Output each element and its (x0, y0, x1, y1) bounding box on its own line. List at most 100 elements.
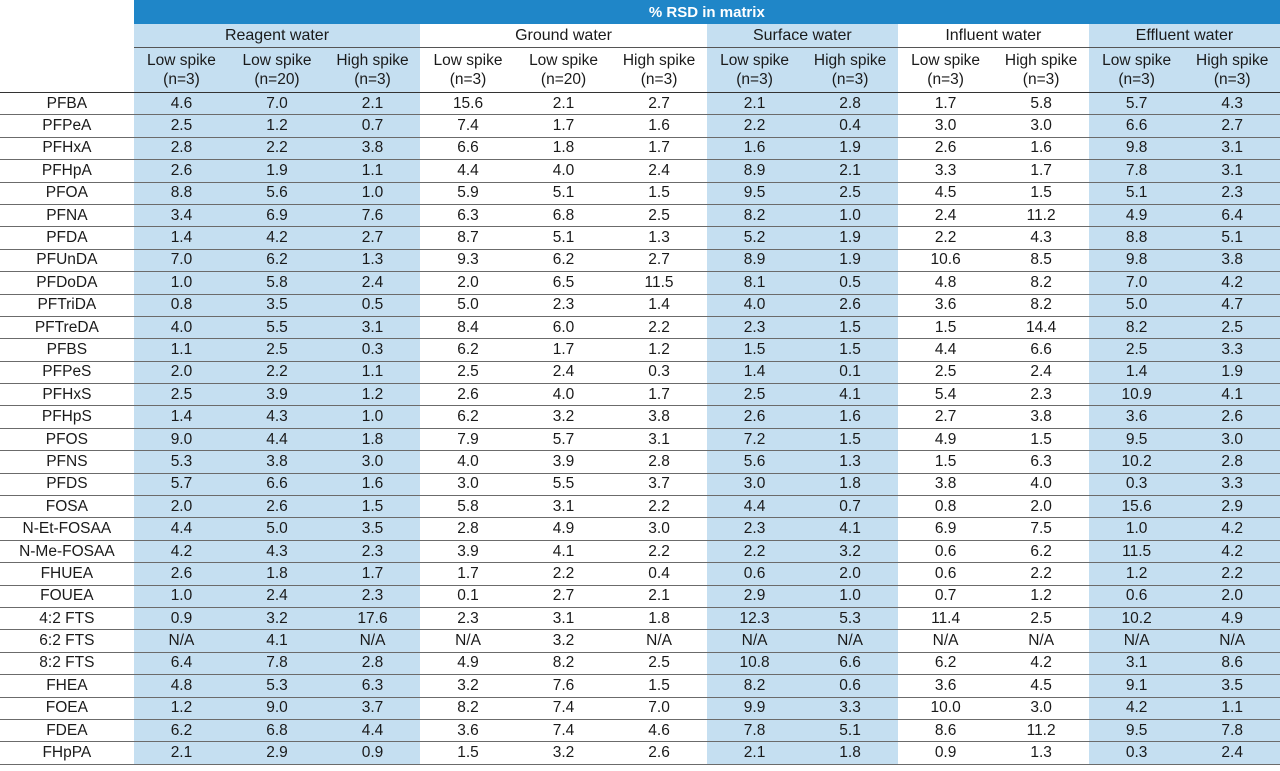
rsd-value: 3.1 (324, 316, 421, 340)
spike-label: High spike (1196, 52, 1269, 69)
rsd-value: 2.5 (611, 652, 707, 676)
analyte-name: 8:2 FTS (0, 652, 134, 676)
rsd-value: 7.0 (1088, 271, 1185, 295)
analyte-name: FOUEA (0, 585, 134, 608)
rsd-value: 7.4 (515, 697, 612, 720)
rsd-value: 1.5 (897, 316, 994, 340)
rsd-value: 2.8 (133, 137, 230, 161)
rsd-value: 8.9 (706, 249, 803, 273)
table-row: PFBS 1.1 2.5 0.3 6.2 1.7 1.2 1.5 1.5 4.4 6.6 2.5 3.3 (0, 338, 1280, 362)
table-row: PFTreDA 4.0 5.5 3.1 8.4 6.0 2.2 2.3 1.5 1.5 14.4 8.… (0, 316, 1280, 340)
rsd-value: 8.6 (897, 719, 994, 743)
rsd-value: 8.2 (420, 697, 516, 720)
analyte-name: PFHpS (0, 405, 134, 429)
rsd-value: 1.8 (515, 137, 612, 161)
rsd-value: 7.4 (515, 719, 612, 743)
rsd-value: 4.3 (993, 226, 1089, 250)
rsd-value: 4.9 (897, 428, 994, 452)
rsd-value: 1.2 (1088, 562, 1185, 586)
rsd-value: 8.2 (993, 271, 1089, 295)
subcolumn-header: Low spike (n=3) (706, 47, 803, 93)
rsd-value: 4.1 (802, 517, 898, 541)
rsd-value: 0.9 (133, 607, 230, 631)
rsd-value: 6.6 (229, 473, 325, 497)
rsd-value: 9.5 (1088, 428, 1185, 452)
rsd-value: 0.4 (611, 562, 707, 586)
rsd-value: 9.8 (1088, 249, 1185, 273)
rsd-value: 2.7 (611, 91, 707, 116)
rsd-value: 3.9 (515, 450, 612, 474)
rsd-value: 6.3 (324, 674, 421, 698)
rsd-value: 2.4 (1184, 741, 1280, 765)
table-row: 6:2 FTS N/A 4.1 N/A N/A 3.2 N/A N/A N/A N/A N/A N/A… (0, 629, 1280, 653)
table-row: 8:2 FTS 6.4 7.8 2.8 4.9 8.2 2.5 10.8 6.6 6.2 4.2 3.… (0, 652, 1280, 676)
table-title: % RSD in matrix (133, 0, 1280, 24)
rsd-value: 9.8 (1088, 137, 1185, 161)
rsd-value: 4.9 (1088, 204, 1185, 228)
table-row: PFHxS 2.5 3.9 1.2 2.6 4.0 1.7 2.5 4.1 5.4 2.3 10.9 4… (0, 383, 1280, 407)
rsd-value: 7.6 (515, 674, 612, 698)
rsd-value: 3.1 (611, 428, 707, 452)
rsd-value: 10.9 (1088, 383, 1185, 407)
rsd-value: 4.2 (229, 226, 325, 250)
rsd-value: 2.4 (993, 361, 1089, 385)
rsd-value: 5.9 (420, 182, 516, 205)
rsd-value: 2.7 (324, 226, 421, 250)
group-header: Ground water (420, 24, 707, 48)
rsd-value: 5.1 (515, 182, 612, 205)
table-row: FHUEA 2.6 1.8 1.7 1.7 2.2 0.4 0.6 2.0 0.6 2.2 1.2 2.… (0, 562, 1280, 586)
table-row: PFTriDA 0.8 3.5 0.5 5.0 2.3 1.4 4.0 2.6 3.6 8.2 5.0… (0, 294, 1280, 317)
rsd-value: 3.1 (1184, 137, 1280, 161)
rsd-value: 2.4 (611, 159, 707, 183)
rsd-value: 4.1 (802, 383, 898, 407)
rsd-value: 1.6 (802, 405, 898, 429)
rsd-value: 2.0 (993, 495, 1089, 519)
table-row: PFOS 9.0 4.4 1.8 7.9 5.7 3.1 7.2 1.5 4.9 1.5 9.5 3.0 (0, 428, 1280, 452)
rsd-value: 1.6 (611, 114, 707, 138)
table-row: PFNA 3.4 6.9 7.6 6.3 6.8 2.5 8.2 1.0 2.4 11.2 4.9 6.… (0, 204, 1280, 228)
rsd-value: 2.2 (611, 540, 707, 564)
rsd-value: 6.2 (420, 405, 516, 429)
rsd-value: 3.8 (993, 405, 1089, 429)
rsd-value: 3.9 (420, 540, 516, 564)
subcolumn-header: High spike (n=3) (1184, 47, 1280, 93)
rsd-value: 2.8 (611, 450, 707, 474)
rsd-value: 17.6 (324, 607, 421, 631)
rsd-value: 1.1 (1184, 697, 1280, 720)
rsd-value: 6.6 (1088, 114, 1185, 138)
analyte-name: PFDA (0, 226, 134, 250)
rsd-value: 5.8 (229, 271, 325, 295)
rsd-value: 5.7 (133, 473, 230, 497)
spike-label: Low spike (529, 52, 598, 69)
rsd-value: 0.9 (324, 741, 421, 765)
sample-count: (n=3) (927, 71, 964, 88)
analyte-name: PFDoDA (0, 271, 134, 295)
rsd-value: 1.7 (897, 91, 994, 116)
rsd-value: 1.7 (420, 562, 516, 586)
sample-count: (n=20) (540, 71, 587, 88)
analyte-name: FHUEA (0, 562, 134, 586)
rsd-value: 2.7 (897, 405, 994, 429)
rsd-value: 5.7 (1088, 91, 1185, 116)
rsd-value: 5.1 (1184, 226, 1280, 250)
rsd-value: 2.2 (229, 361, 325, 385)
spike-label: Low spike (433, 52, 503, 69)
rsd-value: 2.5 (802, 182, 898, 205)
table-body: PFBA 4.6 7.0 2.1 15.6 2.1 2.7 2.1 2.8 1.7 5.8 5.7 4.… (0, 91, 1280, 765)
rsd-value: 7.8 (1184, 719, 1280, 743)
rsd-value: 2.2 (611, 316, 707, 340)
rsd-value: 4.2 (993, 652, 1089, 676)
rsd-value: 0.6 (706, 562, 803, 586)
table-row: PFDA 1.4 4.2 2.7 8.7 5.1 1.3 5.2 1.9 2.2 4.3 8.8 5.1 (0, 226, 1280, 250)
rsd-value: 2.0 (1184, 585, 1280, 608)
analyte-name: PFPeA (0, 114, 134, 138)
rsd-value: 3.1 (515, 607, 612, 631)
rsd-value: N/A (993, 629, 1089, 653)
rsd-value: 3.0 (324, 450, 421, 474)
rsd-value: 7.0 (611, 697, 707, 720)
rsd-value: 1.7 (515, 114, 612, 138)
rsd-value: 7.5 (993, 517, 1089, 541)
rsd-value: 2.0 (802, 562, 898, 586)
table-row: 4:2 FTS 0.9 3.2 17.6 2.3 3.1 1.8 12.3 5.3 11.4 2.5… (0, 607, 1280, 631)
